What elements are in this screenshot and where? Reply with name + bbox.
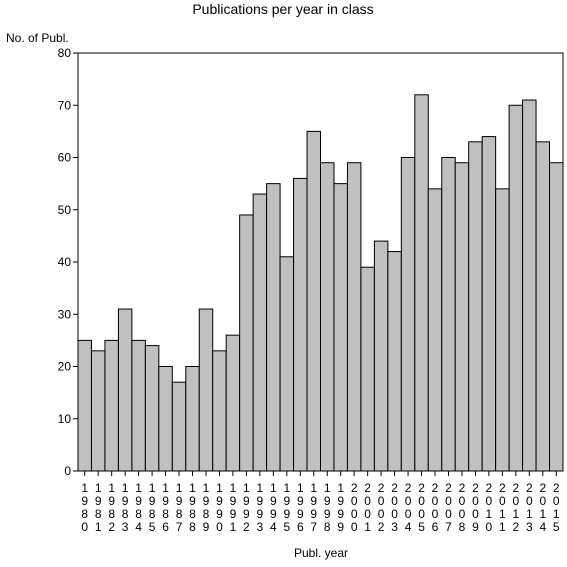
y-tick-label-60: 60 xyxy=(58,151,72,165)
bar-2015 xyxy=(549,162,564,472)
chart-title: Publications per year in class xyxy=(192,1,373,17)
bar-1982 xyxy=(104,339,119,472)
bar-2006 xyxy=(427,188,443,472)
bar-1987 xyxy=(171,381,187,472)
bar-1992 xyxy=(239,214,254,472)
bar-2014 xyxy=(535,141,551,472)
bar-1996 xyxy=(293,177,308,472)
bar-2012 xyxy=(508,104,524,472)
x-axis-label: Publ. year xyxy=(294,546,348,560)
bar-1991 xyxy=(225,334,241,472)
bar-2000 xyxy=(346,162,362,472)
x-axis: 1 9 8 0 1 9 8 1 1 9 8 2 1 9 8 3 1 9 8 4 1 9 8 5 1 9 8 6 1 9 8 7 1 9 8 8 1 9 8 9… xyxy=(81,471,560,534)
y-tick-label-70: 70 xyxy=(58,98,72,112)
bar-1993 xyxy=(252,193,268,472)
y-tick-label-50: 50 xyxy=(58,203,72,217)
bar-1994 xyxy=(266,183,281,472)
bar-2009 xyxy=(468,141,483,472)
bar-2001 xyxy=(360,266,375,472)
bar-1986 xyxy=(158,366,173,472)
y-axis-label: No. of Publ. xyxy=(6,31,69,45)
bar-1985 xyxy=(144,345,160,472)
y-tick-label-10: 10 xyxy=(58,412,72,426)
bar-1984 xyxy=(131,339,146,472)
bar-1998 xyxy=(320,162,335,472)
bar-2011 xyxy=(495,188,510,472)
bar-2005 xyxy=(414,94,429,472)
bar-1989 xyxy=(198,308,214,472)
plot-frame xyxy=(77,52,564,472)
bar-1999 xyxy=(333,183,348,472)
bar-1997 xyxy=(306,130,321,472)
y-axis: 0 10 20 30 40 50 60 70 80 xyxy=(58,46,78,478)
y-tick-label-20: 20 xyxy=(58,360,72,374)
bar-2004 xyxy=(400,157,416,472)
bar-2002 xyxy=(373,240,389,472)
bar-1988 xyxy=(185,366,200,472)
bar-2007 xyxy=(441,157,456,472)
bar-1995 xyxy=(279,256,295,472)
bar-2010 xyxy=(481,136,497,472)
bar-2003 xyxy=(387,251,402,472)
bar-1983 xyxy=(117,308,133,472)
bar-1981 xyxy=(90,350,106,472)
bar-1990 xyxy=(212,350,227,472)
bar-2008 xyxy=(454,162,470,472)
y-tick-label-40: 40 xyxy=(58,255,72,269)
y-tick-label-80: 80 xyxy=(58,46,72,60)
y-tick-label-0: 0 xyxy=(64,464,71,478)
bar-1980 xyxy=(77,339,92,472)
bar-2013 xyxy=(522,99,537,472)
bars-group xyxy=(77,94,564,472)
y-tick-label-30: 30 xyxy=(58,307,72,321)
